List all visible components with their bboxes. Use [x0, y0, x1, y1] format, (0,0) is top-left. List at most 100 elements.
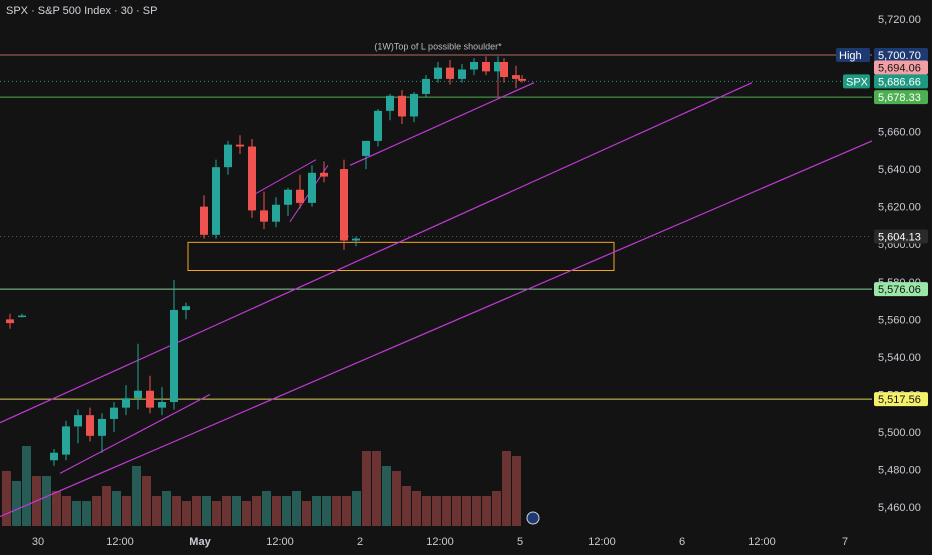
- candle-body: [158, 402, 166, 408]
- y-tick-label: 5,560.00: [878, 314, 921, 326]
- volume-bar: [62, 496, 71, 526]
- volume-bar: [422, 496, 431, 526]
- price-tag-label-box: [843, 74, 870, 89]
- candle-body: [236, 144, 244, 147]
- candle-body: [386, 95, 394, 111]
- price-tag-value: 5,694.06: [878, 63, 921, 75]
- x-tick-label: 5: [517, 536, 523, 548]
- candle-body: [122, 398, 130, 408]
- volume-bar: [22, 446, 31, 526]
- volume-bar: [452, 496, 461, 526]
- candle-body: [50, 452, 58, 461]
- candle-body: [86, 415, 94, 436]
- x-tick-label: 30: [32, 536, 44, 548]
- volume-bar: [502, 451, 511, 526]
- volume-bar: [332, 496, 341, 526]
- volume-bar: [222, 496, 231, 526]
- volume-bars: [2, 446, 521, 526]
- candle-body: [248, 146, 256, 211]
- price-tag-box: [874, 48, 928, 63]
- candle-body: [110, 407, 118, 419]
- candle-body: [224, 144, 232, 168]
- volume-bar: [142, 476, 151, 526]
- candle-body: [212, 167, 220, 235]
- candle-body: [340, 169, 348, 241]
- volume-bar: [182, 501, 191, 526]
- x-tick-label: 12:00: [266, 536, 294, 548]
- candle-body: [470, 61, 478, 70]
- x-tick-label: May: [189, 536, 211, 548]
- candle-body: [458, 69, 466, 79]
- y-tick-label: 5,500.00: [878, 427, 921, 439]
- volume-bar: [352, 491, 361, 526]
- volume-bar: [322, 496, 331, 526]
- volume-bar: [462, 496, 471, 526]
- volume-bar: [92, 496, 101, 526]
- candle-body: [146, 390, 154, 408]
- volume-bar: [202, 496, 211, 526]
- flag-line-top: [255, 159, 317, 194]
- x-tick-label: 12:00: [588, 536, 616, 548]
- volume-bar: [292, 491, 301, 526]
- volume-bar: [192, 496, 201, 526]
- y-tick-label: 5,480.00: [878, 465, 921, 477]
- channel-line-lower: [0, 140, 873, 518]
- volume-bar: [472, 496, 481, 526]
- candle-body: [182, 306, 190, 310]
- volume-bar: [52, 491, 61, 526]
- volume-bar: [82, 501, 91, 526]
- annotation-text: (1W)Top of L possible shoulder*: [374, 42, 502, 52]
- volume-bar: [262, 491, 271, 526]
- volume-bar: [482, 496, 491, 526]
- channel-line-upper: [0, 82, 753, 424]
- symbol-header: SPX · S&P 500 Index · 30 · SP: [6, 5, 158, 17]
- volume-bar: [12, 481, 21, 526]
- candle-body: [272, 204, 280, 222]
- price-tag-box: [874, 392, 928, 407]
- volume-bar: [362, 451, 371, 526]
- volume-bar: [402, 486, 411, 526]
- volume-bar: [442, 496, 451, 526]
- candle-body: [422, 78, 430, 94]
- volume-bar: [392, 471, 401, 526]
- candle-body: [74, 415, 82, 427]
- candle-body: [434, 67, 442, 79]
- volume-bar: [132, 466, 141, 526]
- volume-bar: [272, 496, 281, 526]
- volume-bar: [172, 496, 181, 526]
- price-tag-value: 5,678.33: [878, 92, 921, 104]
- volume-bar: [372, 451, 381, 526]
- candle-body: [284, 189, 292, 205]
- candle-body: [352, 238, 360, 241]
- channel-line-mid: [59, 393, 211, 474]
- us-flag-icon: [526, 511, 540, 525]
- y-tick-label: 5,620.00: [878, 202, 921, 214]
- price-tag-label: SPX: [846, 76, 869, 88]
- zone-box: [187, 241, 615, 272]
- candle-body: [308, 172, 316, 203]
- candle-body: [494, 61, 502, 72]
- y-tick-label: 5,660.00: [878, 127, 921, 139]
- candle-body: [374, 110, 382, 141]
- volume-bar: [382, 466, 391, 526]
- volume-bar: [232, 496, 241, 526]
- level-lines: [0, 54, 872, 400]
- drawings: (1W)Top of L possible shoulder*: [0, 42, 873, 518]
- price-tag-value: 5,576.06: [878, 284, 921, 296]
- candle-body: [518, 78, 526, 81]
- volume-bar: [412, 491, 421, 526]
- volume-bar: [122, 496, 131, 526]
- volume-bar: [42, 476, 51, 526]
- candle-body: [500, 61, 508, 78]
- volume-bar: [242, 501, 251, 526]
- y-tick-label: 5,460.00: [878, 502, 921, 514]
- volume-bar: [152, 496, 161, 526]
- volume-bar: [162, 491, 171, 526]
- volume-bar: [212, 501, 221, 526]
- price-tag-box: [874, 282, 928, 297]
- volume-bar: [512, 456, 521, 526]
- candle-body: [320, 172, 328, 177]
- volume-bar: [492, 491, 501, 526]
